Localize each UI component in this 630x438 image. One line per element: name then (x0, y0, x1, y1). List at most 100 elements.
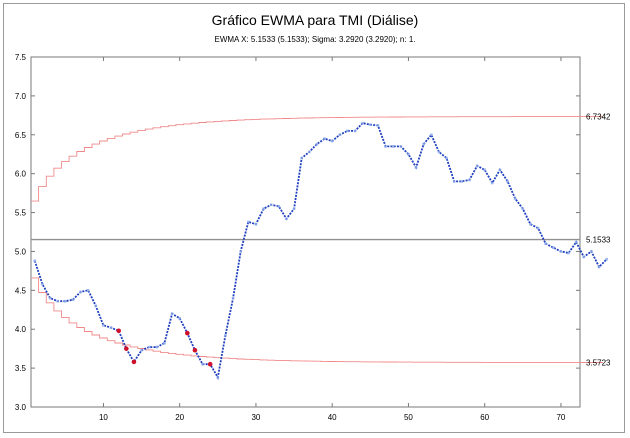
ewma-series (33, 121, 608, 380)
data-point (491, 181, 494, 185)
control-limits (31, 116, 603, 363)
data-point (308, 150, 311, 154)
data-point (391, 145, 395, 148)
data-point (254, 222, 258, 226)
out-of-control-point (131, 359, 137, 365)
y-tick-label: 3.5 (15, 364, 27, 373)
data-point (552, 246, 555, 249)
data-point (163, 341, 166, 345)
data-point (79, 290, 82, 294)
data-point (239, 250, 242, 253)
x-tick-label: 40 (328, 413, 337, 422)
data-point (475, 164, 479, 168)
data-point (56, 299, 59, 303)
limit-labels: 6.7342 5.1533 3.5723 (586, 113, 611, 368)
y-tick-label: 7.5 (15, 53, 27, 62)
data-point (33, 259, 37, 263)
data-point (86, 289, 90, 292)
data-point (445, 156, 448, 160)
data-point (41, 282, 44, 286)
data-point (521, 207, 525, 210)
data-point (384, 145, 387, 148)
y-axis: 3.0 3.5 4.0 4.5 5.0 5.5 6.0 6.5 7.0 7.5 (15, 53, 580, 412)
y-tick-label: 5.0 (15, 247, 27, 256)
ewma-line (33, 122, 608, 380)
data-point (323, 137, 326, 140)
out-of-control-point (192, 347, 198, 353)
lower-control-limit (31, 277, 603, 363)
data-point (269, 203, 273, 207)
data-point (574, 240, 578, 244)
data-point (529, 222, 532, 226)
data-point (216, 376, 220, 379)
chart-subtitle: EWMA X: 5.1533 (5.1533); Sigma: 3.2920 (… (214, 35, 416, 44)
data-point (155, 345, 159, 349)
x-tick-label: 60 (480, 413, 489, 422)
data-point (64, 299, 67, 303)
data-point (460, 180, 464, 183)
x-tick-label: 50 (404, 413, 413, 422)
data-point (544, 242, 547, 245)
data-point (498, 168, 502, 172)
out-of-control-point (124, 346, 129, 351)
data-point (178, 317, 181, 320)
data-point (48, 296, 52, 300)
data-point (247, 220, 250, 224)
x-tick-label: 70 (556, 413, 565, 422)
data-point (285, 217, 288, 221)
data-point (277, 205, 281, 208)
center-label: 5.1533 (586, 236, 611, 245)
data-point (376, 124, 380, 127)
data-point (422, 142, 425, 146)
y-tick-label: 3.0 (15, 403, 27, 412)
data-point (353, 129, 357, 133)
out-of-control-point (185, 330, 190, 336)
data-point (361, 121, 364, 125)
data-point (201, 362, 204, 366)
data-point (605, 257, 608, 261)
data-point (597, 265, 601, 269)
out-of-control-point (207, 361, 213, 367)
data-point (399, 145, 403, 148)
y-tick-label: 5.5 (15, 209, 27, 218)
upper-control-limit (31, 116, 603, 202)
y-tick-label: 4.0 (15, 325, 27, 334)
x-tick-label: 30 (251, 413, 260, 422)
data-point (430, 133, 433, 137)
data-point (262, 207, 265, 210)
data-point (147, 345, 151, 349)
data-point (109, 326, 113, 329)
x-axis: 10 20 30 40 50 60 70 (99, 57, 566, 422)
out-of-control-point (116, 328, 121, 334)
data-point (582, 255, 586, 259)
data-point (231, 296, 235, 300)
data-point (170, 312, 174, 315)
data-point (536, 226, 540, 230)
data-point (414, 166, 418, 169)
chart-title: Gráfico EWMA para TMI (Diálise) (211, 12, 419, 28)
x-tick-label: 10 (99, 413, 108, 422)
data-point (224, 334, 227, 337)
data-point (330, 139, 334, 143)
data-point (483, 168, 486, 172)
y-tick-label: 6.5 (15, 131, 27, 140)
ucl-label: 6.7342 (586, 113, 611, 122)
data-point (71, 298, 75, 301)
data-point (292, 207, 296, 210)
y-tick-label: 7.0 (15, 92, 27, 101)
data-point (513, 197, 517, 200)
x-tick-label: 20 (175, 413, 184, 422)
data-point (559, 250, 563, 253)
data-point (506, 180, 509, 183)
data-point (102, 324, 105, 327)
data-point (338, 133, 342, 137)
y-tick-label: 4.5 (15, 286, 27, 295)
data-point (140, 348, 143, 352)
y-tick-label: 6.0 (15, 170, 27, 179)
data-point (94, 304, 98, 308)
data-point (407, 152, 410, 156)
data-point (315, 142, 319, 146)
data-point (468, 178, 471, 182)
data-point (346, 129, 349, 133)
data-point (567, 251, 570, 255)
